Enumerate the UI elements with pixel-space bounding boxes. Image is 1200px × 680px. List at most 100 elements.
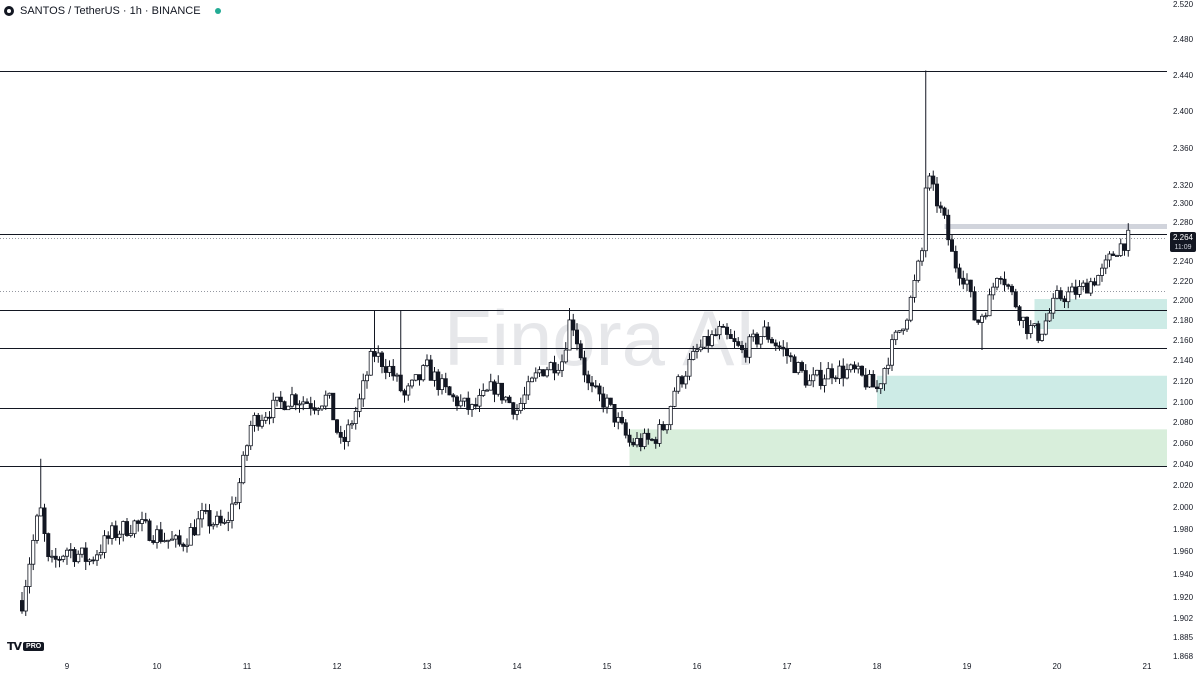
candle-body <box>747 336 752 358</box>
symbol-title[interactable]: SANTOS / TetherUS · 1h · BINANCE <box>20 5 201 17</box>
candle-body <box>803 370 808 386</box>
candle-body <box>417 374 422 381</box>
candle-body <box>218 515 223 524</box>
pro-badge: PRO <box>23 642 45 651</box>
candle-body <box>586 374 591 384</box>
candle-body <box>1100 267 1105 276</box>
candle-body <box>642 432 647 447</box>
candle-body <box>567 319 572 351</box>
candles-layer <box>19 70 1131 616</box>
candle-body <box>995 277 1000 288</box>
zone-teal <box>1034 299 1167 329</box>
candle-body <box>533 372 538 379</box>
price-tick-label: 2.320 <box>1173 181 1194 190</box>
candle-body <box>1077 286 1082 295</box>
price-tick-label: 2.060 <box>1173 439 1194 448</box>
candle-body <box>537 369 542 374</box>
candle-body <box>102 535 107 553</box>
candle-body <box>653 439 658 444</box>
candle-body <box>691 350 696 360</box>
candle-body <box>766 326 771 340</box>
candle-body <box>308 403 313 409</box>
chart-header: SANTOS / TetherUS · 1h · BINANCE <box>4 3 221 19</box>
candle-body <box>1002 278 1007 286</box>
candle-body <box>706 336 711 346</box>
candle-body <box>627 434 632 443</box>
candle-body <box>252 414 257 426</box>
candle-body <box>1058 290 1063 300</box>
candle-body <box>421 365 426 381</box>
time-axis[interactable]: 9 10 11 12 13 14 15 16 17 18 19 20 21 <box>65 662 1152 671</box>
candle-body <box>376 352 381 357</box>
candle-body <box>893 331 898 341</box>
candle-body <box>68 549 73 551</box>
candle-body <box>717 325 722 336</box>
price-tick-label: 1.920 <box>1173 593 1194 602</box>
price-tick-label: 1.885 <box>1173 633 1194 642</box>
price-tick-label: 2.400 <box>1173 107 1194 116</box>
candle-body <box>998 277 1003 280</box>
time-tick-label: 21 <box>1143 662 1152 671</box>
time-tick-label: 13 <box>423 662 432 671</box>
candle-body <box>451 394 456 398</box>
candle-body <box>177 535 182 545</box>
candle-body <box>522 394 527 404</box>
candle-body <box>349 423 354 426</box>
candle-body <box>166 539 171 542</box>
price-axis[interactable]: 2.520 2.480 2.440 2.400 2.360 2.320 2.300 2.280… <box>1173 0 1194 661</box>
candle-body <box>214 515 219 525</box>
candle-body <box>770 338 775 344</box>
price-tick-label: 2.440 <box>1173 71 1194 80</box>
candle-body <box>518 403 523 411</box>
candle-body <box>601 393 606 408</box>
candle-body <box>334 419 339 433</box>
candle-body <box>319 405 324 410</box>
candle-body <box>721 325 726 328</box>
candle-body <box>91 559 96 562</box>
candle-body <box>556 369 561 374</box>
candle-body <box>938 205 943 209</box>
candle-body <box>953 250 958 269</box>
candle-body <box>106 535 111 539</box>
tradingview-badge[interactable]: TV PRO <box>7 640 45 653</box>
last-price-label-bg <box>1170 232 1196 252</box>
candle-body <box>807 380 812 386</box>
candle-body <box>364 374 369 382</box>
price-tick-label: 2.160 <box>1173 336 1194 345</box>
candle-body <box>541 369 546 377</box>
candle-body <box>499 382 504 401</box>
candle-body <box>72 549 77 563</box>
candle-body <box>65 549 70 557</box>
candle-body <box>110 525 115 539</box>
candle-body <box>552 362 557 374</box>
price-tick-label: 2.120 <box>1173 377 1194 386</box>
candle-body <box>181 543 186 547</box>
candle-body <box>661 424 666 431</box>
candle-body <box>751 333 756 338</box>
candle-body <box>271 399 276 419</box>
candle-body <box>196 518 201 536</box>
candle-body <box>443 378 448 388</box>
candle-body <box>436 371 441 391</box>
candle-body <box>282 401 287 411</box>
price-tick-label: 2.080 <box>1173 418 1194 427</box>
candle-body <box>439 378 444 391</box>
time-tick-label: 17 <box>783 662 792 671</box>
candle-body <box>1025 316 1030 334</box>
candle-body <box>560 361 565 371</box>
candle-body <box>484 389 489 392</box>
price-tick-label: 2.020 <box>1173 481 1194 490</box>
candle-body <box>297 403 302 406</box>
candle-body <box>383 366 388 373</box>
candle-body <box>338 431 343 438</box>
candle-body <box>391 365 396 377</box>
candle-body <box>961 277 966 285</box>
candle-body <box>447 386 452 396</box>
candle-body <box>57 558 62 561</box>
candle-body <box>545 369 550 377</box>
price-tick-label: 2.200 <box>1173 296 1194 305</box>
candle-body <box>863 374 868 388</box>
candle-body <box>972 291 977 321</box>
